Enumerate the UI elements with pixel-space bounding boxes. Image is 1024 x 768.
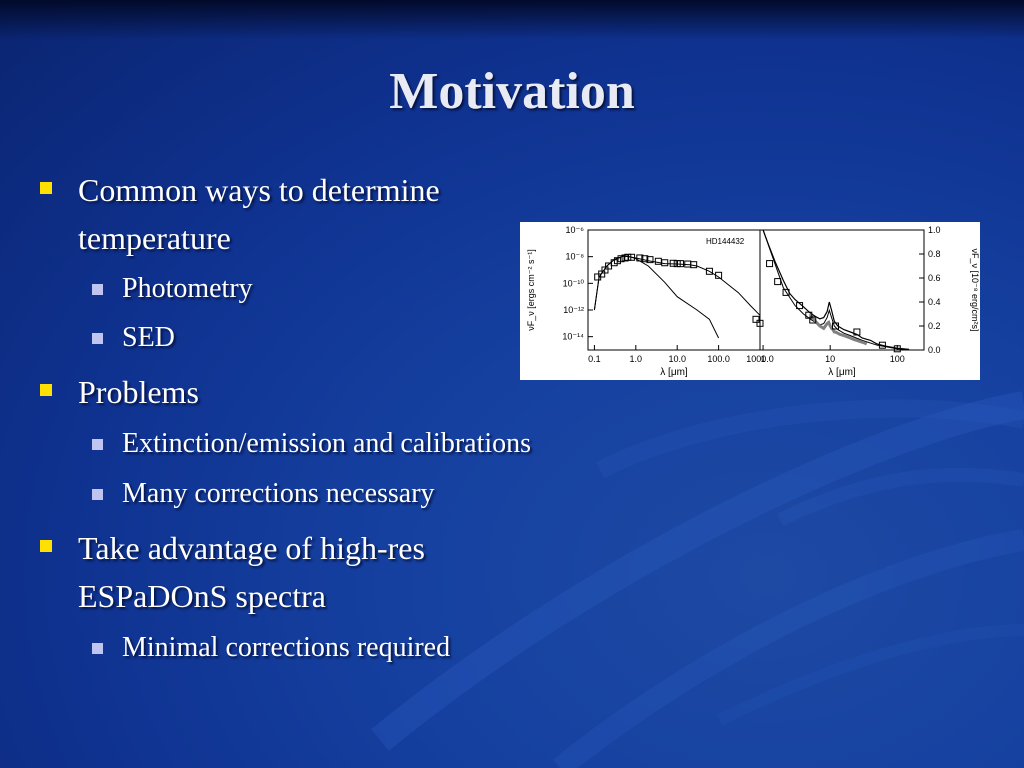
photometry-point	[661, 259, 669, 267]
lavender-square-bullet-icon	[92, 489, 103, 500]
photometry-point	[774, 278, 782, 286]
sed-figure: 0.1 1.0 10.0 100.0 1000.0 10⁻⁶ 10⁻⁸ 10⁻¹⁰ 10⁻¹² 1…	[520, 222, 980, 380]
photometry-point	[766, 260, 774, 268]
x-tick-label: 0.1	[588, 354, 601, 364]
photometry-point	[690, 261, 698, 269]
photometry-point	[654, 257, 662, 265]
yellow-square-bullet-icon	[40, 384, 52, 396]
sub-bullet-text: Extinction/emission and calibrations	[122, 428, 532, 459]
series-line-photosphere-model	[593, 255, 720, 339]
left-x-axis-label: λ [μm]	[660, 367, 688, 378]
x-tick-label: 10	[825, 354, 835, 364]
sub-bullet-text: Many corrections necessary	[122, 478, 435, 509]
right-panel-marks: 1 10 100 1.0 0.8 0.6 0.4 0.2 0.0	[761, 225, 941, 364]
y-tick-label: 10⁻⁸	[565, 252, 584, 262]
y-tick-label: 10⁻¹²	[563, 305, 584, 315]
sed-figure-svg: 0.1 1.0 10.0 100.0 1000.010⁻⁶10⁻⁸10⁻¹⁰10⁻¹²1…	[526, 225, 980, 378]
photometry-point	[715, 271, 723, 279]
bullet-text: Take advantage of high-res ESPaDOnS spec…	[78, 530, 425, 614]
bullet-text: Problems	[78, 374, 199, 410]
bullet-text: Common ways to determine temperature	[78, 172, 440, 256]
sub-bullet-text: SED	[122, 322, 175, 353]
sub-bullet-item: Many corrections necessary	[92, 475, 435, 513]
right-panel-frame	[759, 229, 925, 351]
photometry-point	[831, 322, 839, 330]
photometry-point	[705, 267, 713, 275]
photometry-point	[676, 260, 684, 268]
top-shade	[0, 0, 1024, 40]
sub-bullet-item: Extinction/emission and calibrations	[92, 425, 531, 463]
y-tick-label: 0.0	[928, 345, 941, 355]
slide-title: Motivation	[389, 63, 635, 120]
photometry-point	[624, 253, 632, 261]
x-tick-label: 100.0	[707, 354, 730, 364]
photometry-point	[756, 319, 764, 327]
photometry-point	[878, 341, 886, 349]
y-tick-label: 0.8	[928, 249, 941, 259]
x-tick-label: 10.0	[668, 354, 686, 364]
right-y-axis-label: νF_ν [10⁻⁸ erg/cm²s]	[970, 248, 980, 331]
x-tick-label: 1000.0	[746, 354, 774, 364]
lavender-square-bullet-icon	[92, 439, 103, 450]
photometry-point	[641, 255, 649, 263]
lavender-square-bullet-icon	[92, 333, 103, 344]
photometry-point	[809, 316, 817, 324]
yellow-square-bullet-icon	[40, 540, 52, 552]
photometry-point	[613, 257, 621, 265]
photometry-point	[782, 288, 790, 296]
sub-bullet-item: Photometry	[92, 270, 253, 308]
y-tick-label: 0.4	[928, 297, 941, 307]
photometry-point	[601, 266, 609, 274]
x-tick-label: 1	[761, 354, 766, 364]
left-y-axis-label: νF_ν [ergs cm⁻² s⁻¹]	[526, 249, 536, 331]
sub-bullet-text: Minimal corrections required	[122, 632, 451, 663]
bullet-item: Common ways to determine temperature	[40, 166, 510, 262]
series-line-spectrum	[808, 313, 868, 346]
photometry-point	[752, 315, 760, 323]
photometry-point	[669, 259, 677, 267]
bullet-item: Problems	[40, 368, 510, 416]
y-tick-label: 10⁻¹⁰	[563, 278, 585, 288]
series-line-model	[762, 229, 910, 350]
y-tick-label: 10⁻⁶	[566, 225, 585, 235]
series-line-total-model	[593, 255, 761, 316]
left-panel-marks: 0.1 1.0 10.0 100.0 1000.0 10⁻⁶ 10⁻⁸ 10⁻¹⁰ 10⁻¹² 1…	[562, 225, 773, 364]
star-annotation: HD144432	[706, 237, 745, 246]
bullet-item: Take advantage of high-res ESPaDOnS spec…	[40, 524, 510, 620]
photometry-point	[628, 253, 636, 261]
x-tick-label: 1.0	[630, 354, 643, 364]
photometry-point	[636, 254, 644, 262]
yellow-square-bullet-icon	[40, 182, 52, 194]
x-tick-label: 100	[890, 354, 905, 364]
lavender-square-bullet-icon	[92, 643, 103, 654]
sub-bullet-item: SED	[92, 319, 175, 357]
photometry-point	[853, 328, 861, 336]
sub-bullet-text: Photometry	[122, 273, 253, 304]
photometry-point	[617, 255, 625, 263]
y-tick-label: 0.6	[928, 273, 941, 283]
photometry-point	[796, 302, 804, 310]
lavender-square-bullet-icon	[92, 284, 103, 295]
y-tick-label: 1.0	[928, 225, 941, 235]
photometry-point	[646, 256, 654, 264]
right-x-axis-label: λ [μm]	[828, 367, 856, 378]
sub-bullet-item: Minimal corrections required	[92, 629, 450, 667]
y-tick-label: 10⁻¹⁴	[562, 332, 584, 342]
y-tick-label: 0.2	[928, 321, 941, 331]
photometry-point	[805, 311, 813, 319]
